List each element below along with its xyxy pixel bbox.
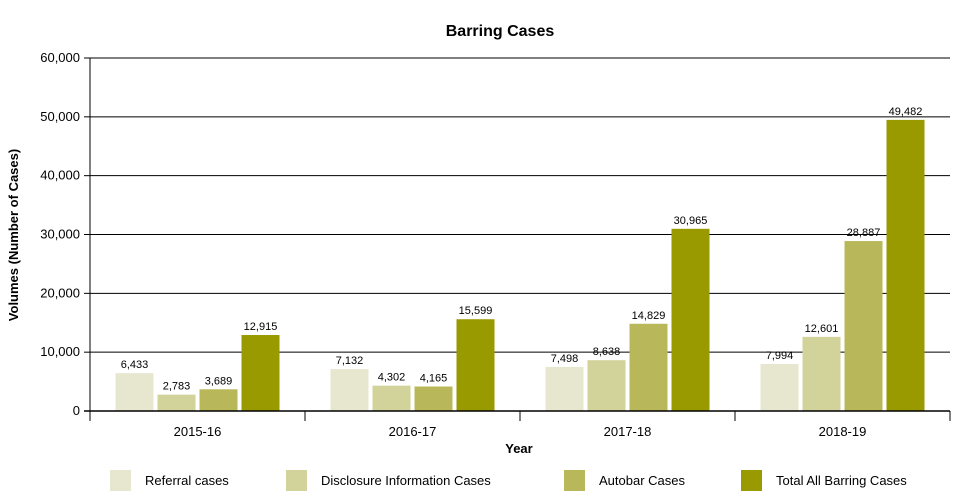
y-tick-label: 30,000 — [40, 227, 80, 242]
gridlines — [90, 57, 950, 412]
legend: Referral cases Disclosure Information Cas… — [110, 470, 907, 491]
legend-label: Disclosure Information Cases — [321, 473, 491, 488]
x-axis-title: Year — [505, 441, 532, 456]
x-tick-label: 2016-17 — [389, 424, 437, 439]
legend-label: Total All Barring Cases — [776, 473, 907, 488]
x-tick-label: 2018-19 — [819, 424, 867, 439]
axes: 0 10,000 20,000 30,000 40,000 50,000 60,000 201… — [40, 50, 951, 439]
legend-swatch — [286, 470, 307, 491]
legend-swatch — [741, 470, 762, 491]
bar — [115, 373, 154, 411]
legend-label: Autobar Cases — [599, 473, 685, 488]
legend-swatch — [110, 470, 131, 491]
y-axis-title: Volumes (Number of Cases) — [6, 149, 21, 321]
bars: 6,433 2,783 3,689 12,915 7,132 4,302 4,165 15,5… — [115, 106, 925, 412]
data-label: 30,965 — [674, 215, 708, 227]
bar — [157, 394, 196, 411]
data-label: 4,165 — [420, 372, 448, 384]
bar — [671, 228, 710, 411]
bar — [629, 323, 668, 411]
data-label: 49,482 — [889, 106, 923, 118]
bar — [330, 369, 369, 411]
data-label: 2,783 — [163, 381, 191, 393]
y-tick-label: 0 — [73, 403, 80, 418]
data-label: 7,498 — [551, 353, 579, 365]
data-label: 7,132 — [336, 355, 364, 367]
bar — [372, 385, 411, 411]
bar — [414, 386, 453, 411]
bar — [545, 366, 584, 411]
y-tick-label: 50,000 — [40, 109, 80, 124]
bar — [844, 241, 883, 411]
bar — [802, 336, 841, 411]
bar — [241, 335, 280, 411]
chart-title: Barring Cases — [446, 23, 555, 40]
data-label: 28,887 — [847, 227, 881, 239]
bar — [886, 119, 925, 412]
data-label: 12,915 — [244, 321, 278, 333]
bar — [456, 319, 495, 411]
y-tick-label: 40,000 — [40, 168, 80, 183]
data-label: 4,302 — [378, 372, 406, 384]
data-label: 12,601 — [805, 323, 839, 335]
x-tick-label: 2017-18 — [604, 424, 652, 439]
data-label: 3,689 — [205, 375, 233, 387]
bar — [199, 389, 238, 411]
data-label: 8,638 — [593, 346, 621, 358]
legend-label: Referral cases — [145, 473, 229, 488]
y-tick-label: 20,000 — [40, 285, 80, 300]
bar — [587, 360, 626, 411]
data-label: 15,599 — [459, 305, 493, 317]
data-label: 7,994 — [766, 350, 794, 362]
data-label: 14,829 — [632, 310, 666, 322]
legend-swatch — [564, 470, 585, 491]
y-tick-label: 60,000 — [40, 50, 80, 65]
bar — [760, 363, 799, 411]
y-tick-label: 10,000 — [40, 344, 80, 359]
data-label: 6,433 — [121, 359, 149, 371]
x-tick-label: 2015-16 — [174, 424, 222, 439]
